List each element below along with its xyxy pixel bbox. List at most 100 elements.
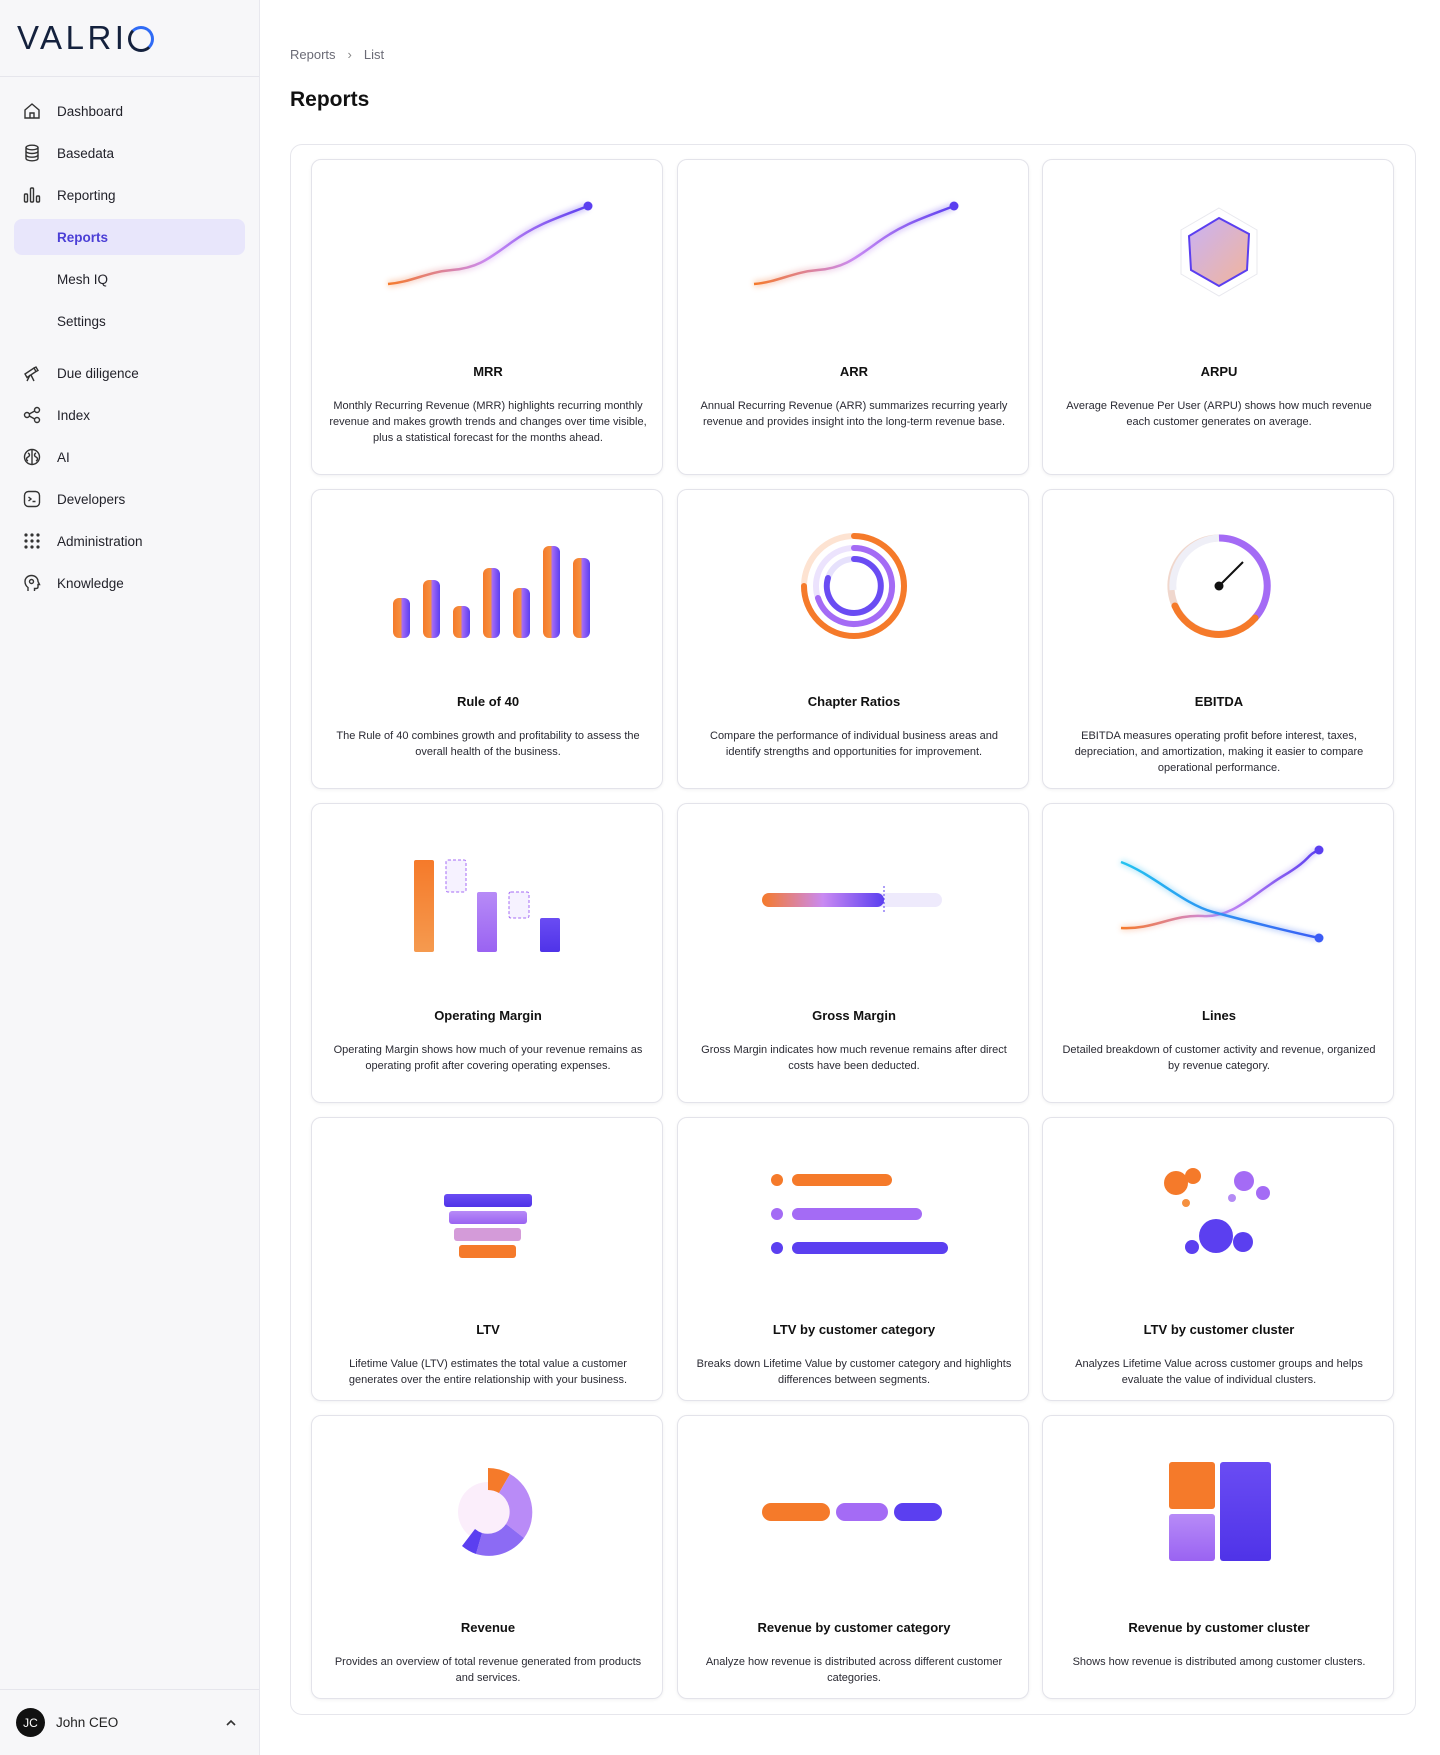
telescope-icon [22, 363, 42, 383]
page-title: Reports [290, 88, 370, 111]
report-description: Average Revenue Per User (ARPU) shows ho… [1066, 400, 1372, 428]
report-description: EBITDA measures operating profit before … [1074, 730, 1364, 774]
report-card-ltv-by-customer-category[interactable]: LTV by customer category Breaks down Lif… [677, 1117, 1029, 1401]
report-title: ARR [839, 364, 869, 379]
user-menu[interactable]: JC John CEO [0, 1689, 259, 1755]
sidebar-item-label: Knowledge [57, 575, 124, 591]
donut-icon [458, 1468, 533, 1556]
sidebar-item-dashboard[interactable]: Dashboard [14, 93, 245, 129]
breadcrumb: Reports › List [290, 47, 384, 62]
sidebar-item-label: AI [57, 449, 70, 465]
sidebar-item-due-diligence[interactable]: Due diligence [14, 355, 245, 391]
line-chart-icon [387, 201, 593, 287]
head-icon [22, 573, 42, 593]
report-title: Chapter Ratios [807, 694, 901, 709]
sidebar-item-label: Dashboard [57, 103, 124, 119]
report-title: EBITDA [1194, 694, 1244, 709]
logo-o-ring [128, 26, 155, 52]
report-description: Breaks down Lifetime Value by customer c… [696, 1358, 1012, 1386]
report-description: Lifetime Value (LTV) estimates the total… [348, 1358, 628, 1386]
waterfall-icon [414, 859, 560, 952]
sidebar-item-label: Reporting [57, 187, 116, 203]
report-title: MRR [473, 364, 503, 379]
sidebar-item-administration[interactable]: Administration [14, 523, 245, 559]
logo[interactable]: VALRI [0, 0, 259, 77]
chevron-right-icon: › [347, 47, 352, 62]
sidebar-item-knowledge[interactable]: Knowledge [14, 565, 245, 601]
sidebar-item-reporting[interactable]: Reporting [14, 177, 245, 213]
sidebar-item-label: Administration [57, 533, 143, 549]
line-chart-icon [753, 201, 959, 287]
report-card-rule-of-40[interactable]: Rule of 40 The Rule of 40 combines growt… [311, 489, 663, 789]
treemap-icon [1169, 1462, 1271, 1561]
report-title: Revenue by customer cluster [1128, 1620, 1310, 1635]
sidebar-item-settings[interactable]: Settings [14, 303, 245, 339]
main-nav: Dashboard Basedata Reporting Reports Mes… [0, 77, 259, 601]
report-card-chapter-ratios[interactable]: Chapter Ratios Compare the performance o… [677, 489, 1029, 789]
report-title: Revenue [460, 1620, 516, 1635]
report-card-lines[interactable]: Lines Detailed breakdown of customer act… [1042, 803, 1394, 1103]
sidebar-item-reports[interactable]: Reports [14, 219, 245, 255]
sidebar-item-index[interactable]: Index [14, 397, 245, 433]
brain-icon [22, 447, 42, 467]
report-description: Provides an overview of total revenue ge… [334, 1656, 642, 1684]
report-card-ltv[interactable]: LTV Lifetime Value (LTV) estimates the t… [311, 1117, 663, 1401]
network-icon [22, 405, 42, 425]
report-description: Analyzes Lifetime Value across customer … [1075, 1358, 1363, 1386]
breadcrumb-root[interactable]: Reports [290, 47, 336, 62]
progress-icon [762, 886, 942, 914]
report-description: The Rule of 40 combines growth and profi… [336, 730, 640, 758]
segments-icon [762, 1503, 942, 1521]
sidebar-item-developers[interactable]: Developers [14, 481, 245, 517]
report-title: LTV [476, 1322, 500, 1337]
sidebar-item-label: Reports [57, 229, 109, 245]
report-description: Annual Recurring Revenue (ARR) summarize… [700, 400, 1008, 428]
breadcrumb-current: List [363, 47, 385, 62]
report-card-mrr[interactable]: MRR Monthly Recurring Revenue (MRR) high… [311, 159, 663, 475]
report-card-ebitda[interactable]: EBITDA EBITDA measures operating profit … [1042, 489, 1394, 789]
sidebar-item-label: Settings [57, 313, 106, 329]
bars-icon [393, 546, 590, 638]
logo-wordmark: VALRI [17, 19, 155, 57]
report-description: Shows how revenue is distributed among c… [1072, 1656, 1366, 1668]
report-title: Operating Margin [434, 1008, 542, 1023]
report-card-revenue[interactable]: Revenue Provides an overview of total re… [311, 1415, 663, 1699]
sidebar-item-label: Developers [57, 491, 126, 507]
report-description: Gross Margin indicates how much revenue … [701, 1044, 1007, 1072]
report-card-arpu[interactable]: ARPU Average Revenue Per User (ARPU) sho… [1042, 159, 1394, 475]
report-card-revenue-by-customer-cluster[interactable]: Revenue by customer cluster Shows how re… [1042, 1415, 1394, 1699]
nav-spacer [0, 345, 259, 355]
report-title: ARPU [1200, 364, 1238, 379]
hexagon-icon [1180, 207, 1258, 297]
sidebar-item-basedata[interactable]: Basedata [14, 135, 245, 171]
report-card-arr[interactable]: ARR Annual Recurring Revenue (ARR) summa… [677, 159, 1029, 475]
report-description: Operating Margin shows how much of your … [333, 1044, 643, 1072]
grid-dots-icon [22, 531, 42, 551]
funnel-icon [444, 1194, 532, 1258]
sidebar-item-label: Basedata [57, 145, 115, 161]
report-title: Rule of 40 [456, 694, 520, 709]
report-title: LTV by customer category [772, 1322, 936, 1337]
report-description: Detailed breakdown of customer activity … [1062, 1044, 1376, 1072]
sidebar: VALRI Dashboard Basedata Reporting Repor… [0, 0, 260, 1755]
sidebar-item-label: Mesh IQ [57, 271, 109, 287]
database-icon [22, 143, 42, 163]
report-card-gross-margin[interactable]: Gross Margin Gross Margin indicates how … [677, 803, 1029, 1103]
report-title: LTV by customer cluster [1143, 1322, 1295, 1337]
chevron-up-icon[interactable] [221, 1713, 241, 1733]
report-card-operating-margin[interactable]: Operating Margin Operating Margin shows … [311, 803, 663, 1103]
report-title: Gross Margin [812, 1008, 896, 1023]
avatar: JC [16, 1708, 45, 1737]
report-title: Revenue by customer category [757, 1620, 951, 1635]
sidebar-item-ai[interactable]: AI [14, 439, 245, 475]
report-description: Monthly Recurring Revenue (MRR) highligh… [329, 400, 647, 444]
bar-chart-icon [22, 185, 42, 205]
reports-panel: MRR Monthly Recurring Revenue (MRR) high… [290, 144, 1416, 1715]
gauge-icon [1167, 534, 1271, 638]
rings-icon [801, 533, 907, 639]
report-card-revenue-by-customer-category[interactable]: Revenue by customer category Analyze how… [677, 1415, 1029, 1699]
user-name: John CEO [56, 1715, 119, 1730]
sidebar-item-label: Due diligence [57, 365, 139, 381]
sidebar-item-mesh-iq[interactable]: Mesh IQ [14, 261, 245, 297]
report-card-ltv-by-customer-cluster[interactable]: LTV by customer cluster Analyzes Lifetim… [1042, 1117, 1394, 1401]
